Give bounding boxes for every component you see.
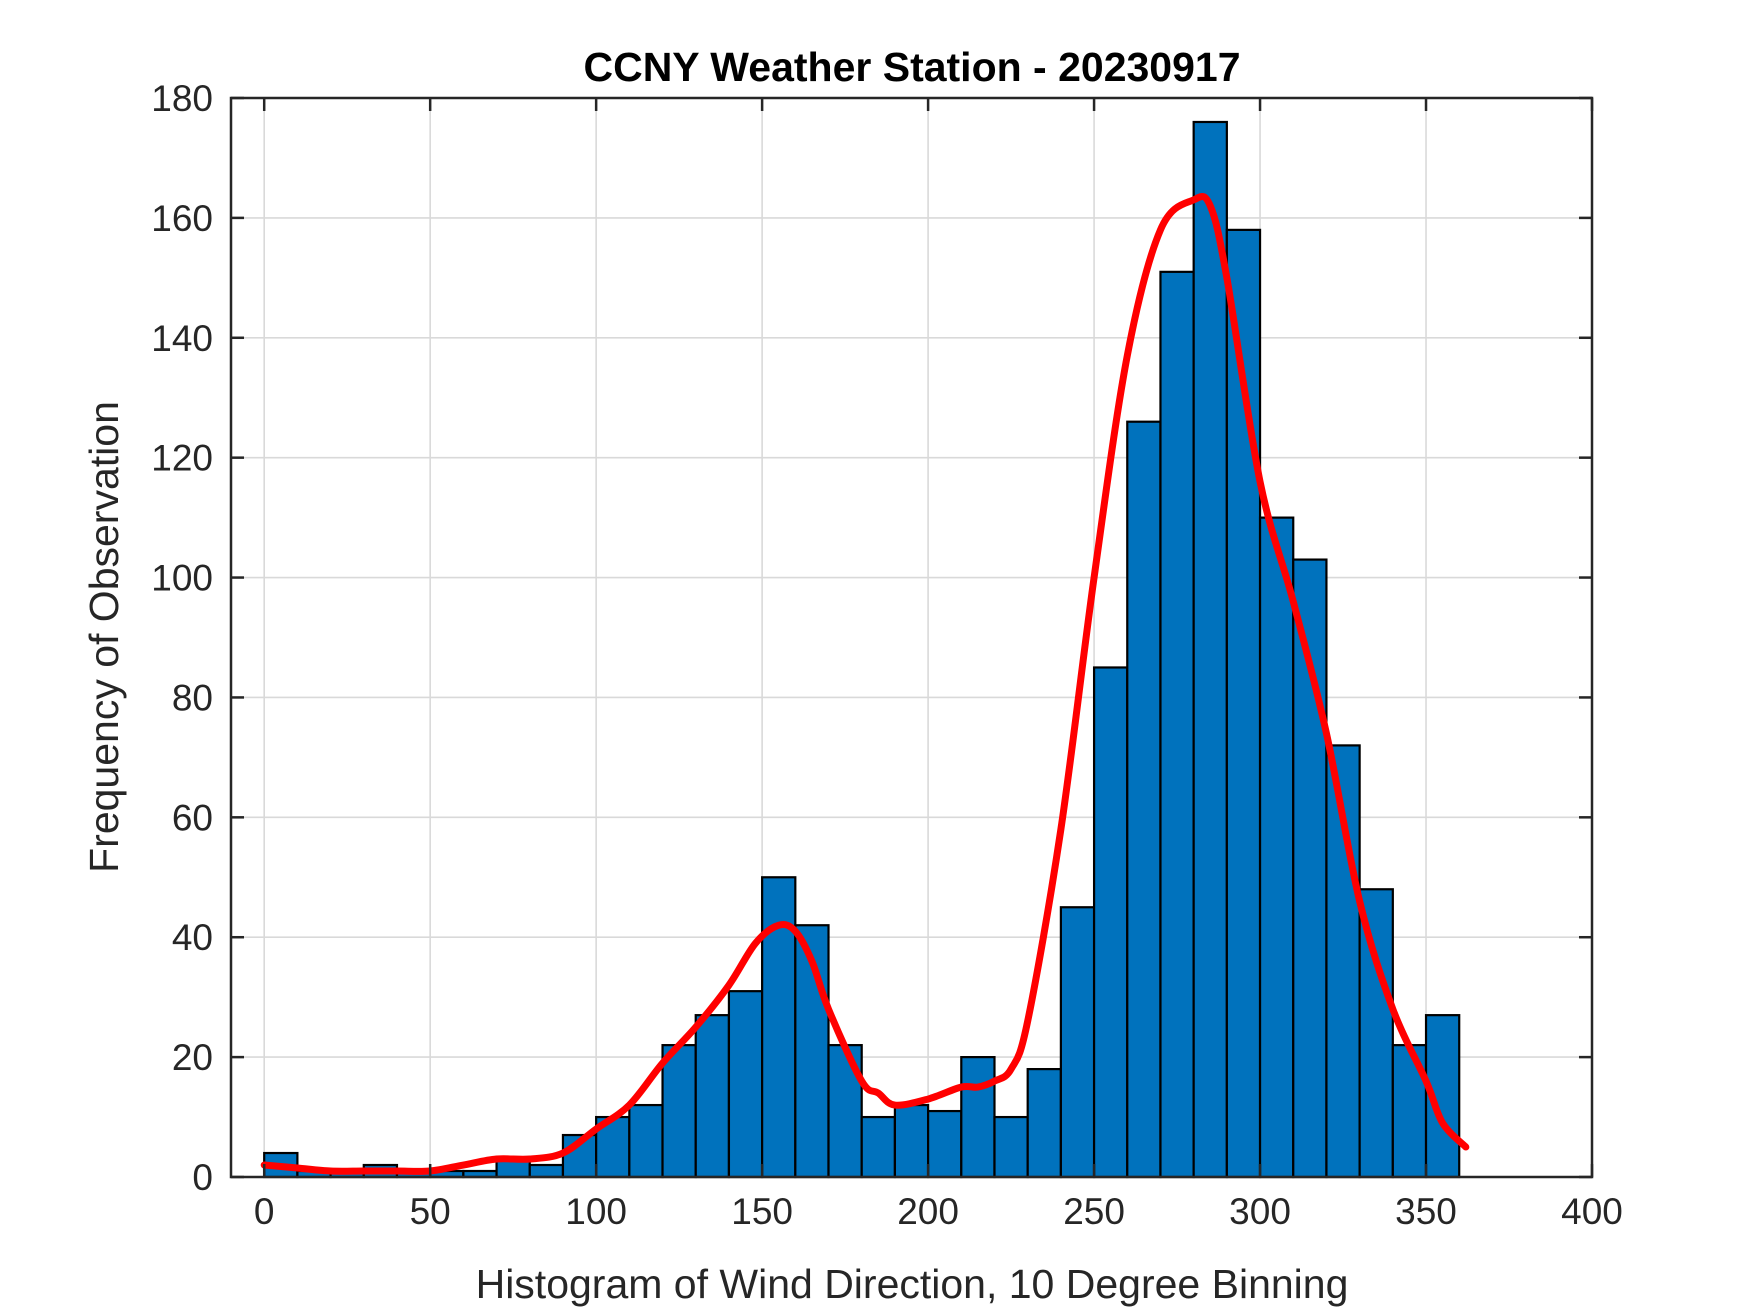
x-tick-label: 150 [731, 1191, 793, 1232]
histogram-bar [530, 1165, 563, 1177]
histogram-bar [1028, 1069, 1061, 1177]
histogram-bar [1061, 907, 1094, 1177]
x-tick-label: 200 [897, 1191, 959, 1232]
y-tick-label: 180 [151, 78, 213, 119]
histogram-bar [663, 1045, 696, 1177]
x-tick-label: 350 [1395, 1191, 1457, 1232]
y-tick-label: 120 [151, 438, 213, 479]
y-tick-label: 40 [172, 917, 213, 958]
chart-root: 0 50 100 150 200 250 300 350 400 0 20 40 60 80 100 120 1… [0, 0, 1750, 1313]
y-tick-label: 60 [172, 797, 213, 838]
histogram-bar [1194, 122, 1227, 1177]
x-tick-label: 300 [1229, 1191, 1291, 1232]
y-tick-label: 160 [151, 198, 213, 239]
x-tick-label: 250 [1063, 1191, 1125, 1232]
histogram-bar [696, 1015, 729, 1177]
histogram-bar [1094, 667, 1127, 1177]
histogram-bar [1160, 272, 1193, 1177]
x-axis-label: Histogram of Wind Direction, 10 Degree B… [476, 1261, 1349, 1307]
histogram-bar [961, 1057, 994, 1177]
y-tick-label: 0 [192, 1157, 213, 1198]
histogram-bar [928, 1111, 961, 1177]
histogram-bar [629, 1105, 662, 1177]
y-tick-label: 20 [172, 1037, 213, 1078]
y-tick-label: 140 [151, 318, 213, 359]
histogram-bar [729, 991, 762, 1177]
y-axis-label: Frequency of Observation [81, 401, 127, 873]
histogram-bar [994, 1117, 1027, 1177]
x-tick-label: 100 [565, 1191, 627, 1232]
histogram-bar [895, 1105, 928, 1177]
x-tick-label: 50 [410, 1191, 451, 1232]
histogram-chart: 0 50 100 150 200 250 300 350 400 0 20 40 60 80 100 120 1… [0, 0, 1750, 1313]
y-tick-label: 80 [172, 677, 213, 718]
x-tick-label: 0 [254, 1191, 275, 1232]
histogram-bar [1260, 518, 1293, 1177]
x-tick-label: 400 [1561, 1191, 1623, 1232]
y-tick-label: 100 [151, 558, 213, 599]
chart-title: CCNY Weather Station - 20230917 [583, 44, 1240, 90]
histogram-bar [1127, 422, 1160, 1177]
histogram-bar [862, 1117, 895, 1177]
